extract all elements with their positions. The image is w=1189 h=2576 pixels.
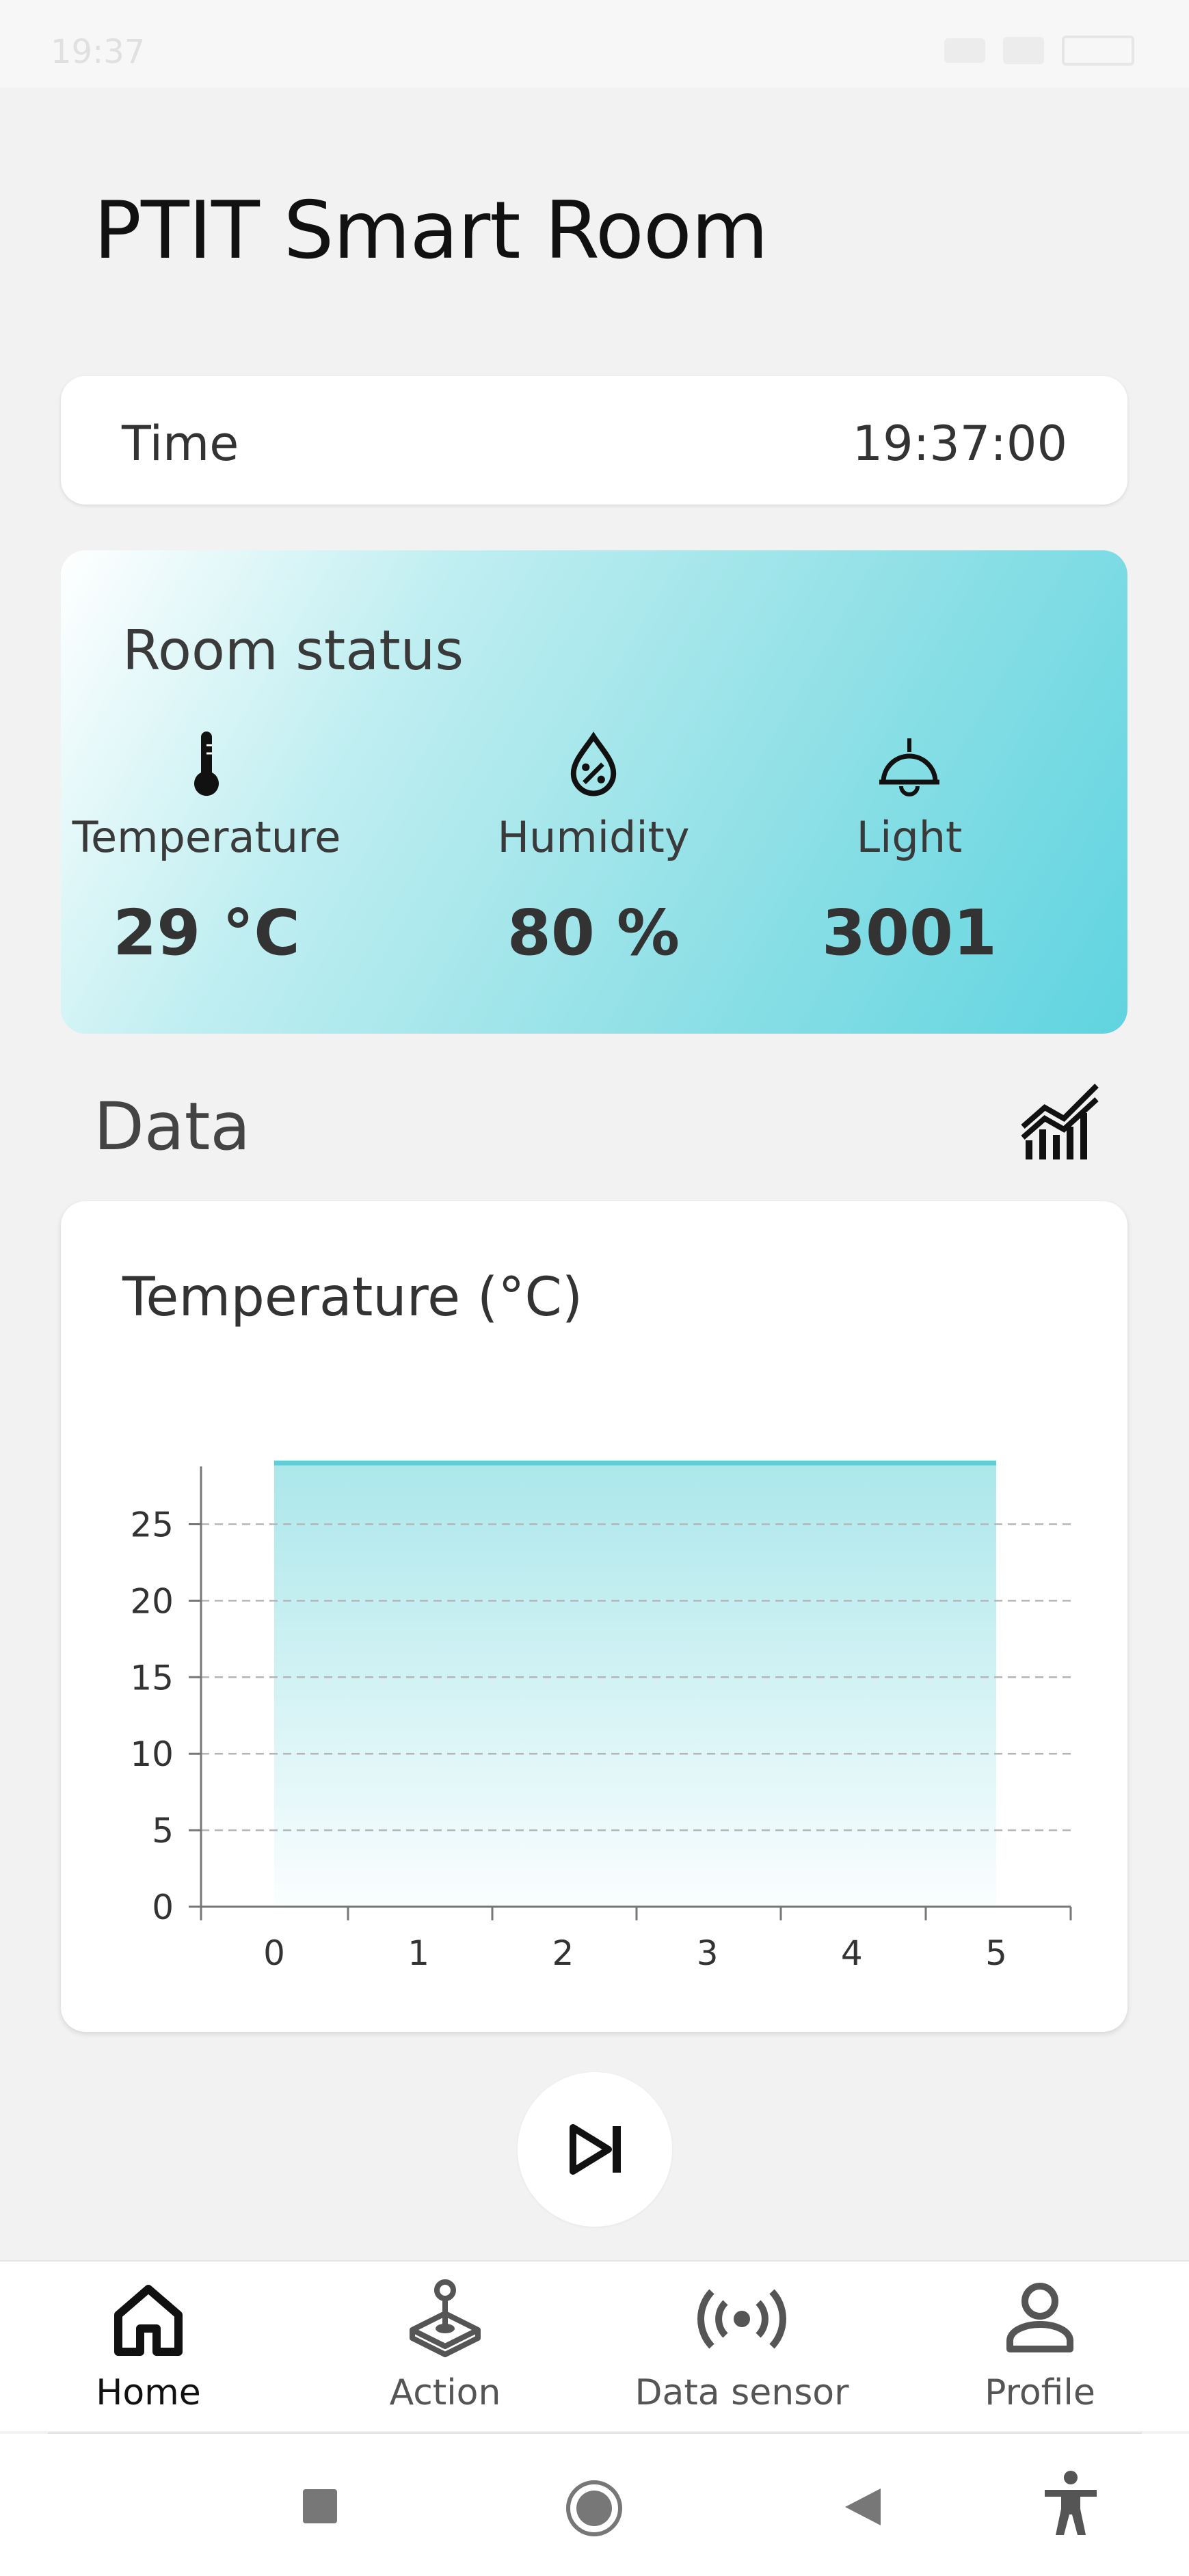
metric-label: Temperature: [72, 812, 341, 862]
skip-next-button[interactable]: [518, 2072, 672, 2227]
x-tick-label: 4: [841, 1933, 863, 1973]
lamp-icon: [879, 738, 939, 796]
skip-next-icon: [570, 2124, 621, 2175]
time-card: Time 19:37:00: [61, 376, 1127, 505]
nav-profile[interactable]: Profile: [892, 2278, 1188, 2413]
sensor-broadcast-icon: [697, 2289, 786, 2349]
time-label: Time: [122, 416, 239, 472]
metric-light: Light 3001: [752, 732, 1067, 969]
wifi-icon: [1003, 37, 1044, 64]
page-title: PTIT Smart Room: [94, 185, 769, 277]
nav-home[interactable]: Home: [0, 2278, 297, 2413]
x-tick-label: 1: [408, 1933, 429, 1973]
nav-label: Profile: [985, 2372, 1095, 2413]
nav-label: Action: [389, 2372, 501, 2413]
bar-chart-icon[interactable]: [1017, 1077, 1102, 1162]
y-tick-label: 20: [130, 1581, 174, 1621]
status-time: 19:37: [51, 33, 146, 71]
metric-temperature: Temperature 29 °C: [49, 732, 364, 969]
metric-value: 80 %: [507, 896, 680, 969]
nav-divider: [48, 2432, 1142, 2434]
nav-label: Home: [96, 2372, 201, 2413]
temperature-chart-card: Temperature (°C) 0 5 10 15 20 25 0 1 2 3 4 5: [61, 1201, 1127, 2032]
x-tick-label: 2: [552, 1933, 574, 1973]
metric-value: 29 °C: [113, 896, 300, 969]
y-tick-label: 10: [130, 1734, 174, 1774]
metric-humidity: Humidity 80 %: [436, 732, 751, 969]
y-tick-label: 5: [152, 1811, 174, 1851]
nav-label: Data sensor: [634, 2372, 849, 2413]
battery-icon: [1062, 36, 1134, 66]
back-triangle-icon[interactable]: [842, 2486, 883, 2528]
accessibility-icon[interactable]: [1042, 2469, 1099, 2538]
bottom-nav: Home Action Data sensor Profile: [0, 2260, 1189, 2431]
status-icons: [944, 36, 1134, 66]
humidity-drop-icon: [570, 732, 617, 796]
person-icon: [1006, 2283, 1073, 2352]
metric-value: 3001: [821, 896, 998, 969]
y-tick-label: 15: [130, 1658, 174, 1698]
x-tick-label: 5: [985, 1933, 1007, 1973]
x-tick-label: 3: [697, 1933, 719, 1973]
time-value: 19:37:00: [852, 416, 1067, 472]
y-tick-label: 25: [130, 1505, 174, 1545]
signal-icon: [944, 38, 985, 63]
system-nav-bar: [0, 2434, 1189, 2576]
series-area: [274, 1463, 996, 1907]
thermometer-icon: [194, 732, 219, 796]
chart-title: Temperature (°C): [122, 1267, 583, 1328]
joystick-icon: [410, 2279, 481, 2357]
room-status-title: Room status: [122, 619, 464, 682]
home-icon: [114, 2285, 183, 2356]
metric-label: Light: [856, 812, 963, 862]
data-section-title: Data: [94, 1088, 251, 1165]
home-circle-icon[interactable]: [565, 2479, 624, 2538]
nav-action[interactable]: Action: [297, 2278, 593, 2413]
temperature-chart: 0 5 10 15 20 25 0 1 2 3 4 5: [130, 1460, 1072, 1973]
status-bar: 19:37: [0, 0, 1189, 88]
recents-square-icon[interactable]: [301, 2487, 339, 2525]
room-status-card: Room status Temperature 29 °C Humidity 8…: [61, 550, 1127, 1034]
metric-label: Humidity: [497, 812, 690, 862]
y-tick-label: 0: [152, 1888, 174, 1927]
x-tick-label: 0: [263, 1933, 285, 1973]
nav-data-sensor[interactable]: Data sensor: [593, 2278, 890, 2413]
